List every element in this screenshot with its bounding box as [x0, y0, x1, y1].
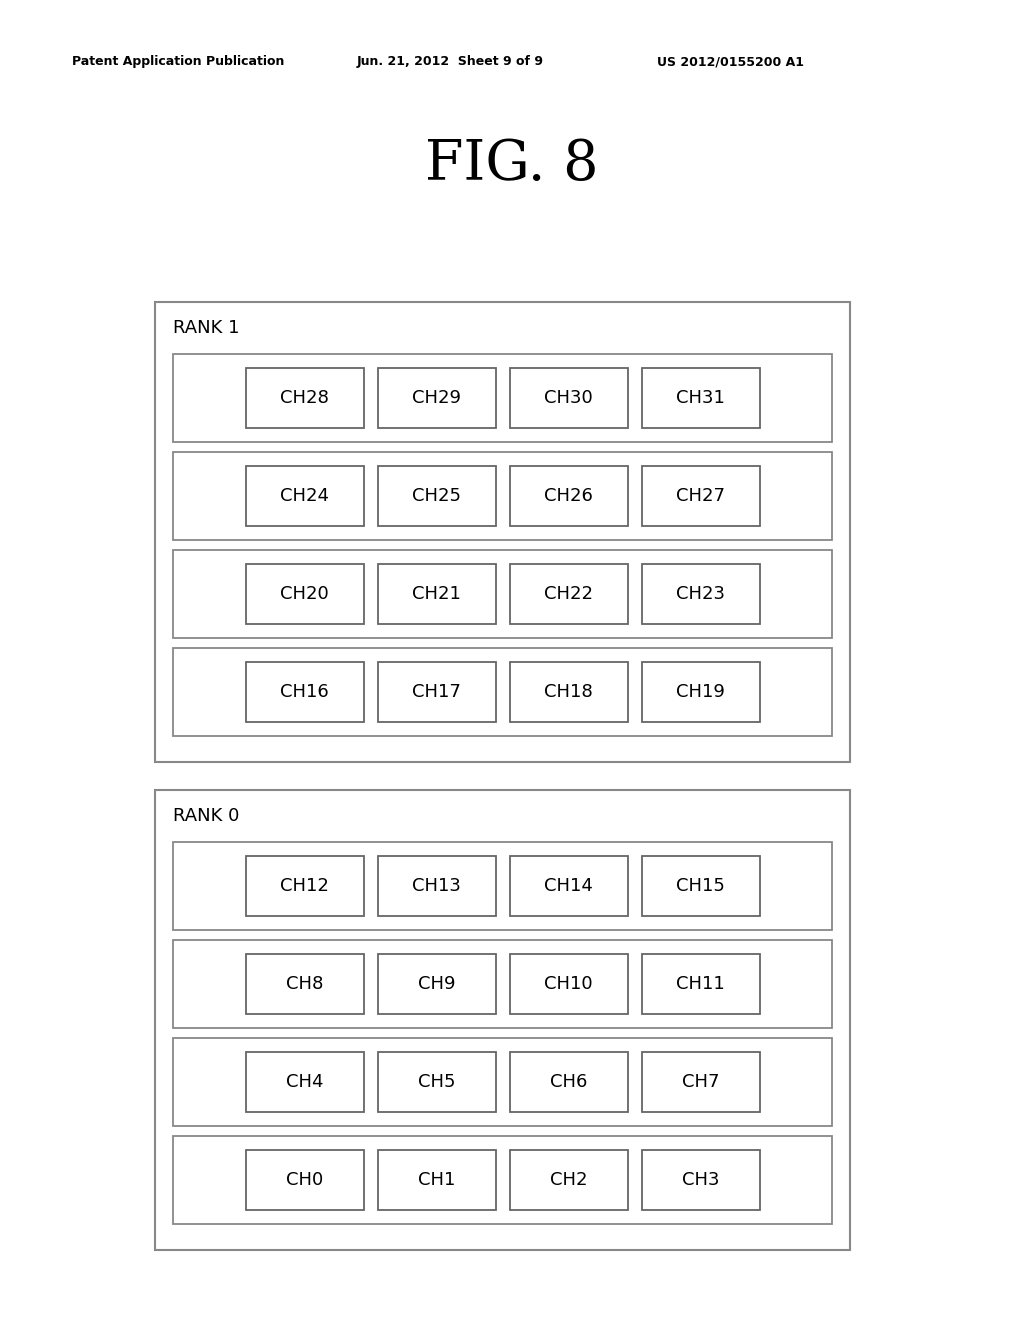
- Bar: [641, 564, 760, 624]
- Bar: [510, 368, 628, 428]
- Bar: [246, 855, 364, 916]
- Text: CH1: CH1: [418, 1171, 456, 1189]
- Bar: [641, 368, 760, 428]
- Bar: [641, 855, 760, 916]
- Text: US 2012/0155200 A1: US 2012/0155200 A1: [657, 55, 804, 69]
- Bar: [173, 648, 831, 737]
- Text: CH4: CH4: [286, 1073, 324, 1092]
- Bar: [173, 354, 831, 442]
- Text: CH17: CH17: [412, 682, 461, 701]
- Text: CH7: CH7: [682, 1073, 719, 1092]
- Text: CH27: CH27: [676, 487, 725, 506]
- Text: Jun. 21, 2012  Sheet 9 of 9: Jun. 21, 2012 Sheet 9 of 9: [357, 55, 544, 69]
- Text: CH30: CH30: [544, 389, 593, 407]
- Bar: [378, 466, 496, 525]
- Text: CH26: CH26: [544, 487, 593, 506]
- Text: CH24: CH24: [280, 487, 329, 506]
- Bar: [641, 1150, 760, 1210]
- Text: CH25: CH25: [412, 487, 461, 506]
- Bar: [246, 466, 364, 525]
- Bar: [378, 663, 496, 722]
- Text: CH22: CH22: [544, 585, 593, 603]
- Text: CH16: CH16: [281, 682, 329, 701]
- Text: RANK 0: RANK 0: [173, 807, 240, 825]
- Bar: [173, 1038, 831, 1126]
- Text: CH9: CH9: [418, 975, 456, 993]
- Text: CH19: CH19: [676, 682, 725, 701]
- Text: CH11: CH11: [676, 975, 725, 993]
- Bar: [378, 564, 496, 624]
- Text: CH31: CH31: [676, 389, 725, 407]
- Text: CH5: CH5: [418, 1073, 456, 1092]
- Text: CH18: CH18: [544, 682, 593, 701]
- Text: FIG. 8: FIG. 8: [425, 137, 599, 193]
- Bar: [510, 564, 628, 624]
- Text: CH14: CH14: [544, 876, 593, 895]
- Text: CH6: CH6: [550, 1073, 587, 1092]
- Bar: [173, 451, 831, 540]
- Bar: [510, 663, 628, 722]
- Text: CH28: CH28: [280, 389, 329, 407]
- Bar: [510, 855, 628, 916]
- Text: CH23: CH23: [676, 585, 725, 603]
- Bar: [510, 954, 628, 1014]
- Text: CH21: CH21: [412, 585, 461, 603]
- Bar: [641, 663, 760, 722]
- Text: CH15: CH15: [676, 876, 725, 895]
- Text: CH13: CH13: [412, 876, 461, 895]
- Text: CH0: CH0: [286, 1171, 324, 1189]
- Bar: [246, 663, 364, 722]
- Bar: [378, 368, 496, 428]
- Bar: [378, 855, 496, 916]
- Bar: [246, 1150, 364, 1210]
- Bar: [246, 368, 364, 428]
- Text: CH29: CH29: [412, 389, 461, 407]
- Text: CH8: CH8: [286, 975, 324, 993]
- Bar: [378, 1150, 496, 1210]
- Bar: [246, 564, 364, 624]
- Bar: [378, 1052, 496, 1111]
- Bar: [173, 1137, 831, 1224]
- Bar: [173, 842, 831, 931]
- Bar: [173, 940, 831, 1028]
- Text: CH3: CH3: [682, 1171, 719, 1189]
- Bar: [510, 1052, 628, 1111]
- Text: Patent Application Publication: Patent Application Publication: [72, 55, 285, 69]
- Text: CH10: CH10: [544, 975, 593, 993]
- Bar: [246, 954, 364, 1014]
- Bar: [641, 954, 760, 1014]
- Bar: [378, 954, 496, 1014]
- Bar: [246, 1052, 364, 1111]
- Bar: [641, 1052, 760, 1111]
- Bar: [155, 302, 850, 762]
- Bar: [173, 550, 831, 638]
- Bar: [510, 466, 628, 525]
- Bar: [641, 466, 760, 525]
- Text: RANK 1: RANK 1: [173, 319, 240, 337]
- Bar: [510, 1150, 628, 1210]
- Text: CH20: CH20: [281, 585, 329, 603]
- Text: CH12: CH12: [280, 876, 329, 895]
- Bar: [155, 789, 850, 1250]
- Text: CH2: CH2: [550, 1171, 587, 1189]
